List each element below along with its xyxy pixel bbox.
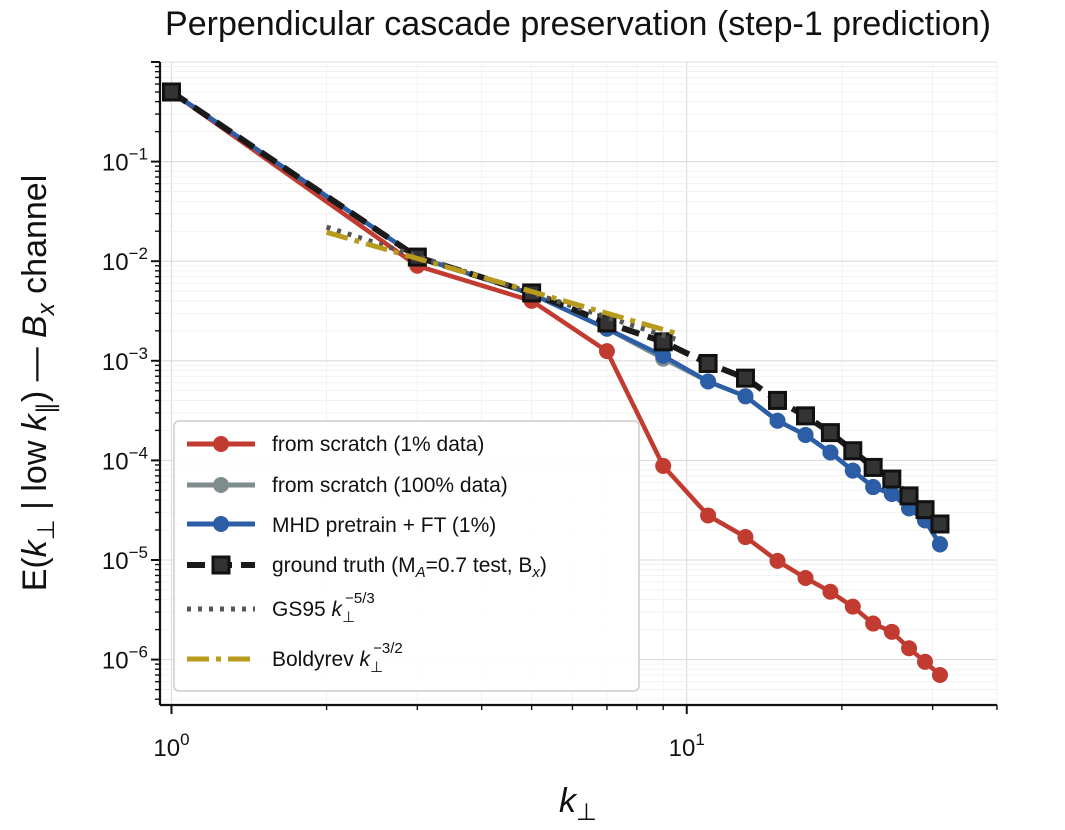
series-layer	[161, 82, 950, 684]
y-axis-label: E(k⊥ | low k∥) — Bx channel	[16, 175, 60, 592]
data-point-4	[796, 406, 816, 426]
y-tick-label: 10−3	[102, 344, 148, 376]
data-point-4	[820, 423, 840, 443]
data-point-4	[930, 514, 950, 534]
data-point-4	[915, 500, 935, 520]
data-point-1	[931, 667, 948, 684]
data-point-4	[882, 469, 902, 489]
y-tick-label: 10−4	[102, 443, 148, 475]
data-point-3	[797, 426, 814, 443]
y-tick-label: 10−6	[102, 643, 148, 675]
data-point-1	[865, 615, 882, 632]
data-point-3	[769, 412, 786, 429]
legend-label-4: ground truth (MA=0.7 test, Bx)	[272, 554, 547, 581]
data-point-3	[865, 479, 882, 496]
data-point-3	[700, 373, 717, 390]
legend-swatch-marker-3	[213, 516, 229, 532]
y-tick-label: 10−1	[102, 145, 148, 177]
legend-swatch-marker-4	[211, 555, 231, 575]
legend-swatches	[187, 436, 255, 662]
y-tick-label: 10−2	[102, 244, 148, 276]
data-point-3	[883, 485, 900, 502]
data-point-1	[822, 583, 839, 600]
legend-box	[173, 420, 640, 692]
data-point-3	[931, 536, 948, 553]
data-point-1	[769, 552, 786, 569]
legend-swatch-marker-1	[213, 436, 229, 452]
legend-label-1: from scratch (1% data)	[272, 433, 484, 456]
ticks: 100 101 10−1 10−2 10−3 10−4 10−5 10−6	[102, 61, 998, 762]
series-line-1	[170, 90, 942, 677]
data-point-3	[737, 388, 754, 405]
data-point-1	[901, 640, 918, 657]
data-point-3	[822, 444, 839, 461]
data-point-1	[598, 343, 615, 360]
data-point-4	[768, 390, 788, 410]
data-point-3	[844, 462, 861, 479]
series-line-6	[325, 229, 676, 336]
y-tick-label: 10−5	[102, 543, 148, 575]
x-axis-label: k⊥	[559, 782, 597, 826]
data-point-1	[797, 569, 814, 586]
data-point-1	[844, 598, 861, 615]
data-point-4	[161, 82, 181, 102]
data-point-1	[737, 529, 754, 546]
data-point-4	[843, 441, 863, 461]
legend-label-6: Boldyrev k⊥−3/2	[272, 640, 403, 676]
data-point-4	[735, 368, 755, 388]
legend: from scratch (1% data) from scratch (100…	[173, 420, 640, 692]
data-point-1	[917, 653, 934, 670]
data-point-4	[899, 486, 919, 506]
data-point-1	[655, 457, 672, 474]
data-point-1	[883, 623, 900, 640]
legend-label-3: MHD pretrain + FT (1%)	[272, 514, 496, 537]
legend-swatch-marker-2	[213, 477, 229, 493]
x-tick-label: 100	[153, 730, 189, 762]
chart-title: Perpendicular cascade preservation (step…	[165, 5, 991, 43]
x-tick-label: 101	[669, 730, 705, 762]
legend-label-5: GS95 k⊥−5/3	[272, 590, 375, 626]
data-point-1	[700, 507, 717, 524]
legend-label-2: from scratch (100% data)	[272, 474, 508, 497]
data-point-4	[698, 353, 718, 373]
data-point-3	[655, 347, 672, 364]
data-point-4	[863, 457, 883, 477]
